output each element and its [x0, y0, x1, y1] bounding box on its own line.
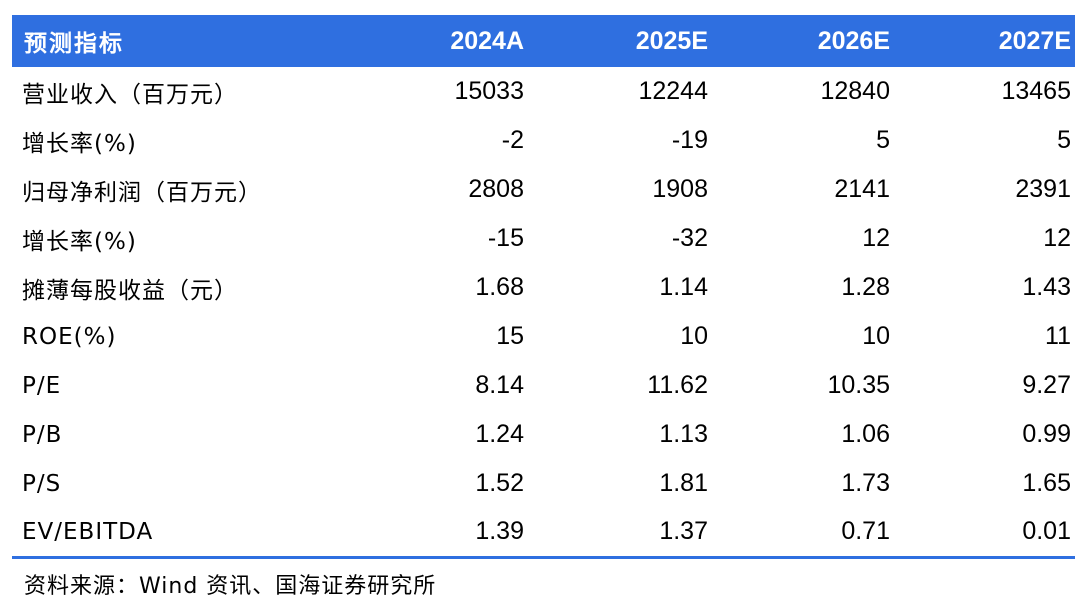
row-label: P/S [22, 470, 62, 497]
table-row-roe: ROE(%) 15 10 10 11 [12, 312, 1075, 361]
cell-2025e: 1.37 [528, 508, 712, 559]
table-row-net-profit-growth: 增长率(%) -15 -32 12 12 [12, 214, 1075, 263]
row-label: ROE(%) [22, 323, 117, 350]
cell-2025e: 11.62 [647, 371, 708, 399]
cell-2024a: -2 [501, 126, 524, 154]
row-label: 归母净利润（百万元） [22, 179, 262, 206]
cell-2025e: -32 [671, 224, 708, 252]
row-label: 摊薄每股收益（元） [22, 277, 238, 304]
cell-2026e: 1.28 [841, 273, 890, 301]
table-row-net-profit: 归母净利润（百万元） 2808 1908 2141 2391 [12, 165, 1075, 214]
table-row-revenue-growth: 增长率(%) -2 -19 5 5 [12, 116, 1075, 165]
table-row-pe: P/E 8.14 11.62 10.35 9.27 [12, 361, 1075, 410]
cell-2025e: 1.13 [659, 420, 708, 448]
cell-2024a: 1.68 [475, 273, 524, 301]
row-label: P/B [22, 421, 63, 448]
cell-2026e: 12 [862, 224, 890, 252]
cell-2025e: 1.14 [659, 273, 708, 301]
cell-2027e: 2391 [1015, 175, 1071, 203]
cell-2027e: 1.65 [1022, 469, 1071, 497]
row-label: 增长率(%) [22, 130, 137, 157]
table-row-pb: P/B 1.24 1.13 1.06 0.99 [12, 410, 1075, 459]
cell-2025e: 10 [680, 322, 708, 350]
cell-2026e: 10.35 [827, 371, 890, 399]
cell-2027e: 13465 [1001, 77, 1071, 105]
cell-2024a: 1.52 [475, 469, 524, 497]
header-2024a: 2024A [450, 26, 524, 55]
cell-2026e: 5 [876, 126, 890, 154]
row-label: EV/EBITDA [12, 508, 368, 559]
cell-2024a: 1.24 [475, 420, 524, 448]
table-row-eps: 摊薄每股收益（元） 1.68 1.14 1.28 1.43 [12, 263, 1075, 312]
cell-2027e: 5 [1057, 126, 1071, 154]
cell-2024a: 15033 [454, 77, 524, 105]
cell-2026e: 10 [862, 322, 890, 350]
cell-2027e: 12 [1043, 224, 1071, 252]
cell-2024a: 15 [496, 322, 524, 350]
cell-2024a: -15 [487, 224, 524, 252]
forecast-indicators-table: 预测指标 2024A 2025E 2026E 2027E 营业收入（百万元） 1… [12, 15, 1075, 559]
header-2026e: 2026E [817, 26, 890, 55]
table-header-row: 预测指标 2024A 2025E 2026E 2027E [12, 15, 1075, 67]
cell-2025e: -19 [671, 126, 708, 154]
table-row-ps: P/S 1.52 1.81 1.73 1.65 [12, 459, 1075, 508]
cell-2026e: 1.73 [841, 469, 890, 497]
cell-2025e: 12244 [638, 77, 708, 105]
cell-2027e: 0.99 [1022, 420, 1071, 448]
source-note: 资料来源：Wind 资讯、国海证券研究所 [24, 574, 437, 599]
row-label: 增长率(%) [22, 228, 137, 255]
header-2025e: 2025E [635, 26, 708, 55]
cell-2026e: 2141 [834, 175, 890, 203]
cell-2025e: 1.81 [659, 469, 708, 497]
table-row-ev-ebitda: EV/EBITDA 1.39 1.37 0.71 0.01 [12, 508, 1075, 559]
cell-2024a: 8.14 [475, 371, 524, 399]
cell-2024a: 2808 [468, 175, 524, 203]
header-2027e: 2027E [998, 26, 1071, 55]
cell-2027e: 9.27 [1022, 371, 1071, 399]
cell-2025e: 1908 [652, 175, 708, 203]
cell-2027e: 1.43 [1022, 273, 1071, 301]
cell-2027e: 11 [1045, 322, 1071, 350]
cell-2026e: 1.06 [841, 420, 890, 448]
row-label: 营业收入（百万元） [22, 81, 238, 108]
cell-2027e: 0.01 [894, 508, 1075, 559]
cell-2026e: 0.71 [712, 508, 894, 559]
cell-2026e: 12840 [820, 77, 890, 105]
header-indicator: 预测指标 [24, 31, 124, 57]
cell-2024a: 1.39 [368, 508, 528, 559]
row-label: P/E [22, 372, 62, 399]
table-row-revenue: 营业收入（百万元） 15033 12244 12840 13465 [12, 67, 1075, 116]
